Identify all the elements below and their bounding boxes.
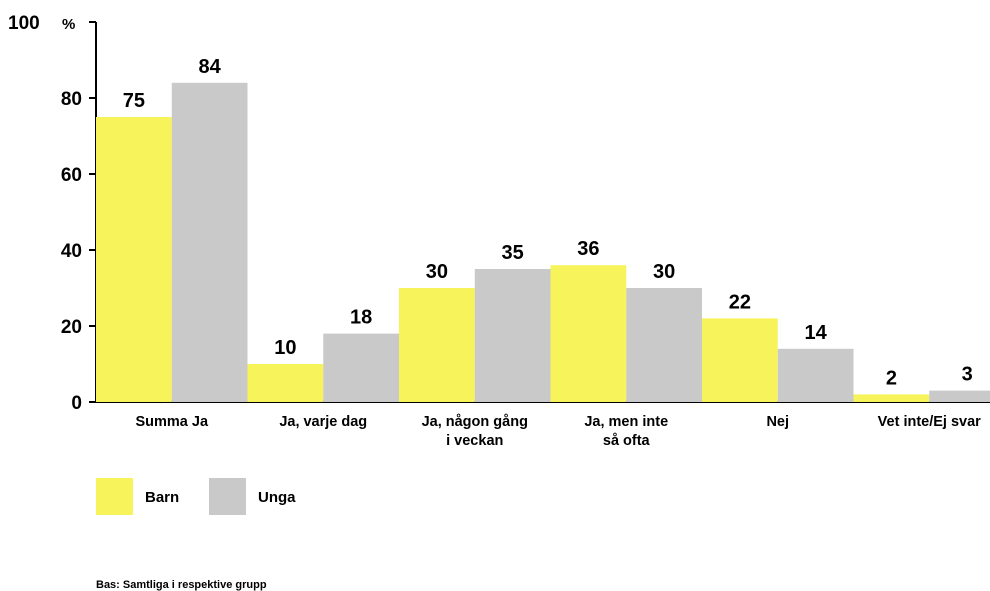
legend-label-barn: Barn xyxy=(145,489,179,506)
bar-unga-2 xyxy=(475,269,551,402)
x-category-label: Ja, varje dag xyxy=(279,414,367,430)
y-tick-label: 80 xyxy=(61,89,82,110)
bar-barn-5 xyxy=(854,394,930,402)
bar-barn-3 xyxy=(551,265,627,402)
y-tick-label: 0 xyxy=(71,393,82,414)
data-label-unga-2: 35 xyxy=(502,242,524,264)
y-unit-label: % xyxy=(62,16,75,33)
x-category-label: så ofta xyxy=(603,433,651,449)
data-label-barn-0: 75 xyxy=(123,90,145,112)
y-tick-label: 20 xyxy=(61,317,82,338)
legend-swatch-barn xyxy=(96,478,133,515)
bar-barn-2 xyxy=(399,288,475,402)
bar-unga-5 xyxy=(929,391,990,402)
bar-unga-1 xyxy=(323,334,399,402)
data-label-unga-3: 30 xyxy=(653,261,675,283)
footnote: Bas: Samtliga i respektive grupp xyxy=(96,579,267,591)
legend-swatch-unga xyxy=(209,478,246,515)
data-label-barn-5: 2 xyxy=(886,367,897,389)
bar-barn-1 xyxy=(248,364,324,402)
y-tick-label: 60 xyxy=(61,165,82,186)
x-category-label: i veckan xyxy=(446,433,503,449)
data-label-unga-5: 3 xyxy=(962,364,973,386)
data-label-unga-0: 84 xyxy=(199,56,222,78)
bar-barn-0 xyxy=(96,117,172,402)
bar-unga-3 xyxy=(626,288,702,402)
x-category-label: Summa Ja xyxy=(135,414,208,430)
bars xyxy=(96,83,990,402)
data-label-barn-4: 22 xyxy=(729,291,751,313)
x-category-label: Vet inte/Ej svar xyxy=(878,414,982,430)
x-category-label: Ja, men inte xyxy=(584,414,668,430)
bar-unga-0 xyxy=(172,83,248,402)
y-tick-label-max: 100 xyxy=(8,13,40,34)
y-tick-label: 40 xyxy=(61,241,82,262)
data-label-barn-2: 30 xyxy=(426,261,448,283)
bar-barn-4 xyxy=(702,318,778,402)
bar-unga-4 xyxy=(778,349,854,402)
legend-label-unga: Unga xyxy=(258,489,296,506)
legend: Barn Unga xyxy=(96,478,296,515)
data-label-unga-4: 14 xyxy=(805,322,828,344)
x-category-label: Ja, någon gång xyxy=(422,414,528,430)
x-category-label: Nej xyxy=(766,414,789,430)
data-label-unga-1: 18 xyxy=(350,307,372,329)
data-label-barn-1: 10 xyxy=(274,337,296,359)
data-label-barn-3: 36 xyxy=(577,238,599,260)
